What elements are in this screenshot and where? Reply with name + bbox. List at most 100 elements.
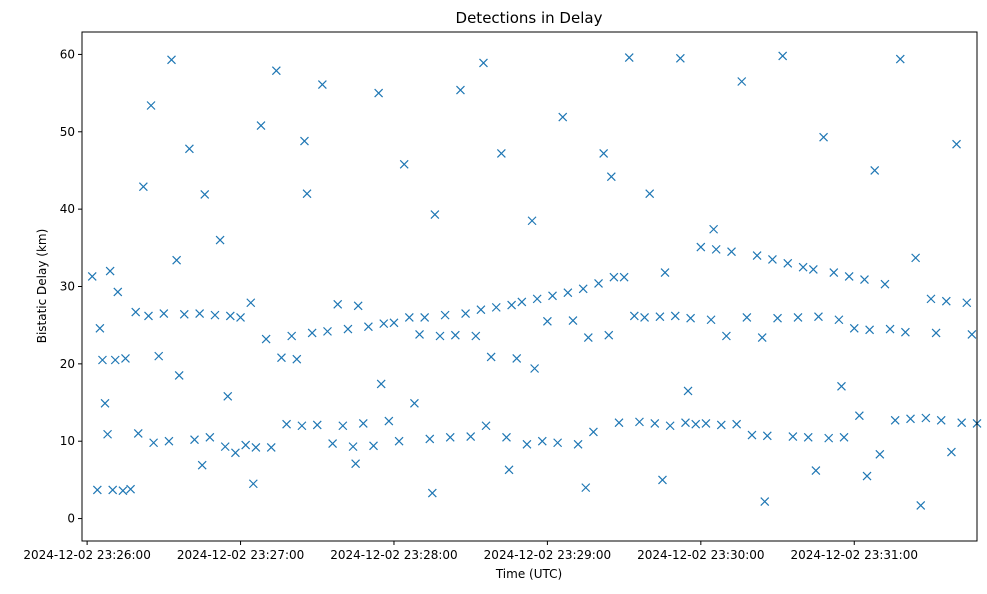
y-tick-label: 20 <box>60 357 75 371</box>
y-axis-label: Bistatic Delay (km) <box>35 229 49 344</box>
detection-marker <box>369 441 378 451</box>
detection-marker <box>589 427 598 437</box>
detection-marker <box>466 432 476 441</box>
detection-marker <box>333 299 343 309</box>
detection-marker <box>808 265 818 274</box>
detection-marker <box>98 355 107 365</box>
detection-marker <box>962 298 972 308</box>
detection-marker <box>778 51 788 61</box>
detection-marker <box>760 497 770 506</box>
x-tick-label: 2024-12-02 23:29:00 <box>484 548 611 562</box>
detection-marker <box>404 313 414 322</box>
detection-marker <box>906 414 915 424</box>
detection-marker <box>300 136 309 146</box>
detection-marker <box>427 488 437 498</box>
detection-marker <box>317 80 327 90</box>
detection-marker <box>246 298 256 308</box>
detection-marker <box>675 53 685 63</box>
detection-marker <box>967 330 977 339</box>
detection-marker <box>138 182 148 192</box>
detection-marker <box>348 442 358 452</box>
detection-marker <box>803 432 813 442</box>
detection-marker <box>425 434 435 444</box>
x-tick-label: 2024-12-02 23:27:00 <box>177 548 304 562</box>
y-tick-label: 50 <box>60 125 75 139</box>
axis-ticks: 0 10 20 30 40 50 60 2024-12-02 23:26:00 2024-12-… <box>23 47 918 562</box>
detection-marker <box>517 297 527 307</box>
detection-marker <box>604 330 614 340</box>
detection-marker <box>358 418 368 428</box>
detection-marker <box>399 159 409 169</box>
detection-marker <box>312 420 322 430</box>
detection-marker <box>783 258 793 268</box>
detection-marker <box>911 253 921 263</box>
detection-marker <box>164 436 174 446</box>
detection-marker <box>711 244 721 254</box>
detection-marker <box>757 333 767 342</box>
detection-marker <box>865 325 875 335</box>
detection-marker <box>126 484 136 494</box>
detection-marker <box>95 323 105 333</box>
detection-marker <box>256 121 266 131</box>
detection-marker <box>916 500 926 510</box>
x-tick-label: 2024-12-02 23:28:00 <box>330 548 457 562</box>
y-tick-label: 40 <box>60 202 75 216</box>
detection-marker <box>824 433 834 443</box>
detection-marker <box>287 331 297 341</box>
detection-marker <box>205 432 215 442</box>
detection-marker <box>522 439 532 449</box>
chart-title: Detections in Delay <box>456 9 603 27</box>
detection-marker <box>374 88 384 98</box>
detection-marker <box>768 255 777 264</box>
detection-marker <box>271 66 281 76</box>
detection-marker <box>491 302 501 312</box>
detection-marker <box>773 313 782 323</box>
detection-marker <box>486 352 496 362</box>
detection-marker <box>665 421 675 431</box>
detection-marker <box>578 284 588 294</box>
detection-marker <box>747 430 757 440</box>
detection-marker <box>814 312 823 322</box>
detection-marker <box>146 101 156 110</box>
detection-marker <box>496 149 506 158</box>
detection-marker <box>752 251 762 260</box>
detection-marker <box>581 483 591 493</box>
detection-marker <box>343 324 353 334</box>
detection-marker <box>737 77 747 86</box>
detection-marker <box>307 328 317 338</box>
detection-marker <box>660 268 670 278</box>
detection-marker <box>862 471 872 481</box>
detection-marker <box>870 166 880 175</box>
detection-marker <box>727 247 736 257</box>
detection-marker <box>302 189 312 199</box>
detection-marker <box>583 333 593 342</box>
detection-marker <box>849 323 859 333</box>
detection-marker <box>154 351 164 361</box>
detection-marker <box>837 381 846 391</box>
marks-layer <box>87 51 982 510</box>
detection-marker <box>860 275 869 284</box>
detection-marker <box>167 55 176 65</box>
y-tick-label: 30 <box>60 280 75 294</box>
detection-marker <box>415 330 424 339</box>
detection-marker <box>430 210 440 219</box>
detection-marker <box>819 132 828 142</box>
x-tick-label: 2024-12-02 23:26:00 <box>23 548 150 562</box>
detection-marker <box>793 313 803 322</box>
detection-marker <box>563 288 573 298</box>
detection-marker <box>251 442 261 452</box>
detection-marker <box>131 307 141 317</box>
detection-marker <box>788 432 798 441</box>
detection-marker <box>504 465 514 475</box>
detection-marker <box>231 448 240 458</box>
detection-marker <box>200 190 210 199</box>
detection-marker <box>609 272 619 282</box>
detection-marker <box>706 315 716 325</box>
detection-marker <box>658 475 667 485</box>
detection-marker <box>479 58 488 68</box>
detection-marker <box>394 436 404 446</box>
detection-marker <box>716 420 726 430</box>
detection-marker <box>184 144 194 154</box>
detection-marker <box>558 112 568 122</box>
